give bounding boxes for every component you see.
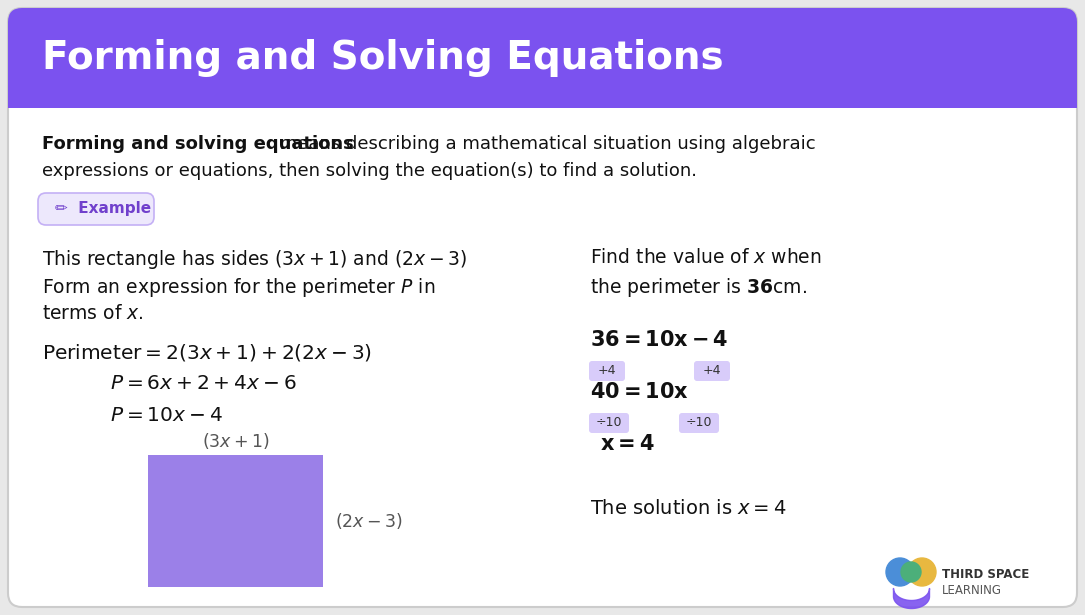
FancyBboxPatch shape	[589, 413, 629, 433]
Circle shape	[886, 558, 914, 586]
Text: The solution is $x = 4$: The solution is $x = 4$	[590, 499, 787, 518]
Text: This rectangle has sides $(3x + 1)$ and $(2x - 3)$: This rectangle has sides $(3x + 1)$ and …	[42, 248, 468, 271]
Text: terms of $x$.: terms of $x$.	[42, 304, 143, 323]
FancyBboxPatch shape	[8, 8, 1077, 108]
Text: $\mathbf{36 = 10x - 4}$: $\mathbf{36 = 10x - 4}$	[590, 330, 728, 350]
Text: $P = 6x + 2 + 4x - 6$: $P = 6x + 2 + 4x - 6$	[110, 374, 296, 393]
Text: expressions or equations, then solving the equation(s) to find a solution.: expressions or equations, then solving t…	[42, 162, 697, 180]
Text: Find the value of $x$ when: Find the value of $x$ when	[590, 248, 821, 267]
Text: $\mathbf{40 = 10x}$: $\mathbf{40 = 10x}$	[590, 382, 689, 402]
Text: +4: +4	[598, 365, 616, 378]
FancyBboxPatch shape	[679, 413, 719, 433]
Text: means describing a mathematical situation using algebraic: means describing a mathematical situatio…	[275, 135, 816, 153]
Circle shape	[901, 562, 921, 582]
Bar	[8, 94, 1077, 108]
Text: $P = 10x - 4$: $P = 10x - 4$	[110, 406, 222, 425]
FancyBboxPatch shape	[38, 193, 154, 225]
FancyBboxPatch shape	[589, 361, 625, 381]
Text: LEARNING: LEARNING	[942, 584, 1003, 597]
Text: $\mathrm{Perimeter} = 2(3x+1)+2(2x-3)$: $\mathrm{Perimeter} = 2(3x+1)+2(2x-3)$	[42, 342, 372, 363]
Circle shape	[908, 558, 936, 586]
Text: $(2x-3)$: $(2x-3)$	[335, 511, 403, 531]
Text: Form an expression for the perimeter $P$ in: Form an expression for the perimeter $P$…	[42, 276, 435, 299]
FancyBboxPatch shape	[694, 361, 730, 381]
Text: $(3x+1)$: $(3x+1)$	[202, 431, 269, 451]
Text: Forming and solving equations: Forming and solving equations	[42, 135, 354, 153]
Text: ✏  Example: ✏ Example	[55, 202, 151, 216]
Text: +4: +4	[703, 365, 722, 378]
Text: ÷10: ÷10	[686, 416, 712, 429]
Text: THIRD SPACE: THIRD SPACE	[942, 568, 1030, 581]
Text: $\mathbf{x = 4}$: $\mathbf{x = 4}$	[600, 434, 654, 454]
FancyBboxPatch shape	[8, 8, 1077, 607]
Text: the perimeter is $\mathbf{36}$cm.: the perimeter is $\mathbf{36}$cm.	[590, 276, 807, 299]
Text: ÷10: ÷10	[596, 416, 623, 429]
Text: Forming and Solving Equations: Forming and Solving Equations	[42, 39, 724, 77]
Bar	[148, 455, 323, 587]
